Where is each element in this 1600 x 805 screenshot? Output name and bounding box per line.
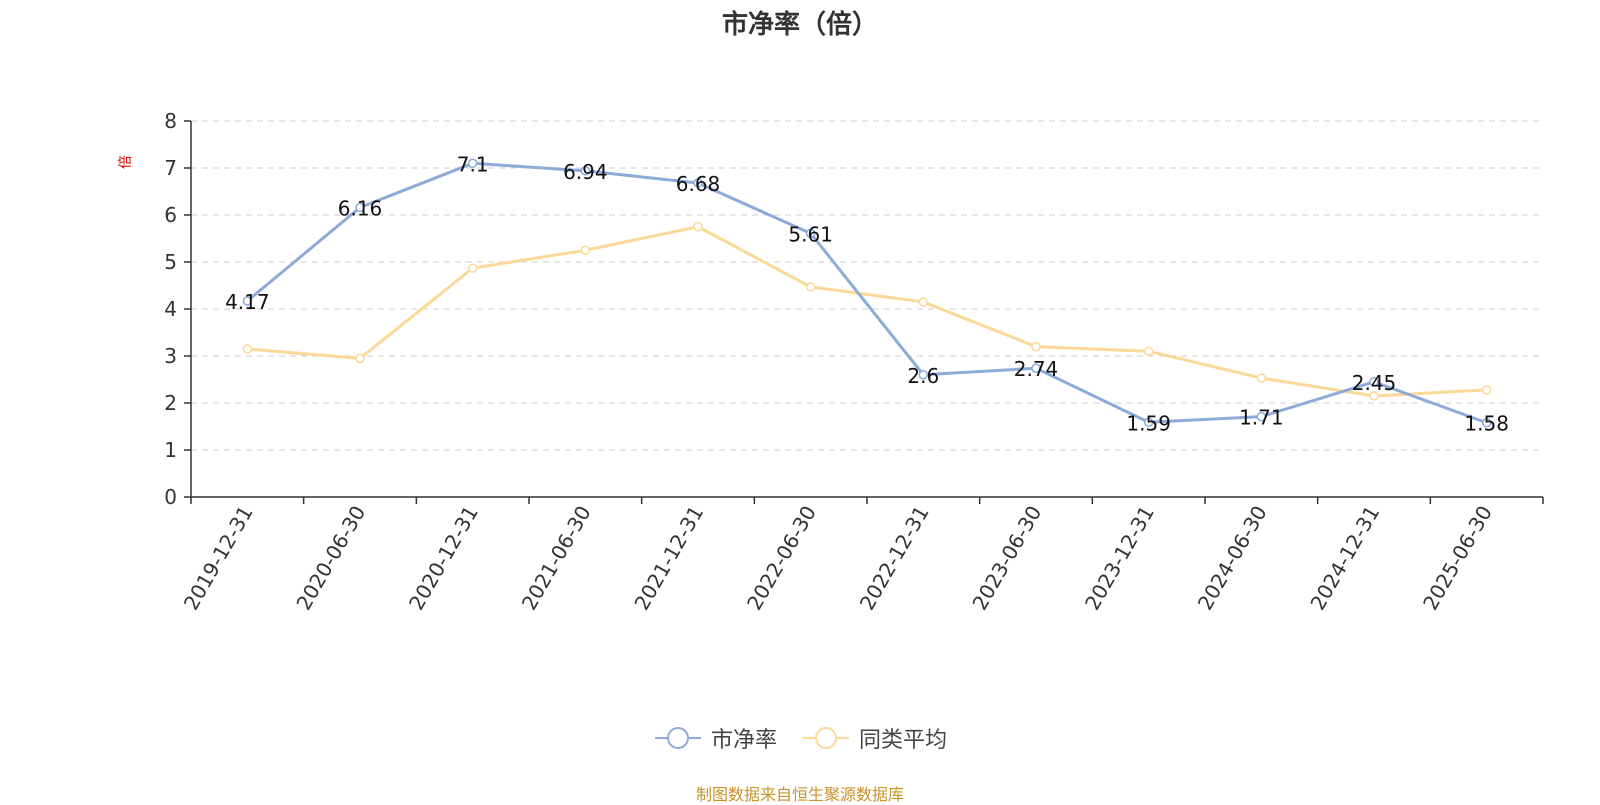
data-point [805, 282, 816, 292]
x-tick-label: 2022-06-30 [742, 502, 821, 615]
y-tick-label: 6 [164, 203, 177, 227]
data-point [1256, 373, 1267, 383]
x-tick-label: 2025-06-30 [1418, 502, 1497, 615]
data-label: 2.45 [1352, 371, 1397, 395]
x-tick-label: 2024-12-31 [1305, 502, 1384, 615]
data-label: 2.6 [907, 364, 939, 388]
legend-label: 同类平均 [859, 728, 948, 753]
data-label: 1.59 [1126, 411, 1171, 435]
data-point [242, 344, 253, 354]
data-point [467, 263, 478, 273]
data-point [1256, 411, 1267, 422]
x-tick-label: 2021-12-31 [629, 502, 708, 615]
x-tick-label: 2023-06-30 [967, 502, 1046, 615]
data-label: 5.61 [788, 222, 833, 246]
x-tick-label: 2019-12-31 [179, 502, 258, 615]
data-labels: 4.17 6.16 7.1 6.94 6.68 5.61 2.6 2.74 1.59 1.71 2.… [225, 152, 1509, 435]
data-label: 2.74 [1014, 357, 1059, 381]
data-label: 6.16 [338, 196, 383, 220]
data-label: 1.71 [1239, 406, 1284, 430]
y-tick-label: 5 [164, 250, 177, 274]
y-tick-label: 4 [164, 297, 177, 321]
data-label: 6.68 [676, 172, 721, 196]
data-point [918, 370, 929, 380]
data-point [1481, 385, 1492, 395]
y-tick-label: 8 [164, 109, 177, 133]
chart-title: 市净率（倍） [721, 10, 878, 40]
data-point [1143, 346, 1154, 357]
series-line [246, 161, 1488, 425]
y-tick-label: 0 [164, 485, 177, 509]
y-tick-label: 7 [164, 156, 177, 180]
legend-item[interactable]: 同类平均 [801, 722, 947, 754]
y-tick-label: 3 [164, 344, 177, 368]
legend-swatch-marker [815, 727, 837, 749]
x-tick-label: 2020-12-31 [404, 501, 483, 614]
data-point [1031, 341, 1041, 352]
series-points [242, 158, 1492, 428]
data-point [355, 202, 365, 213]
data-point [693, 178, 703, 188]
legend-swatch-marker [666, 727, 689, 749]
series-lines [246, 161, 1488, 425]
data-point [242, 296, 253, 306]
legend: 市净率 同类平均 [0, 722, 1600, 754]
y-tick-label: 2 [164, 391, 177, 415]
data-point [580, 245, 591, 255]
legend-label: 市净率 [710, 728, 777, 753]
data-point [1031, 363, 1041, 373]
data-label: 6.94 [563, 160, 608, 184]
x-axis: 2019-12-31 2020-06-30 2020-12-31 2021-06-30… [179, 496, 1544, 615]
x-tick-label: 2021-06-30 [517, 502, 596, 615]
x-tick-label: 2023-12-31 [1080, 502, 1159, 615]
data-point [918, 297, 929, 307]
x-tick-label: 2020-06-30 [291, 502, 370, 615]
data-point [580, 166, 591, 176]
data-point [1481, 417, 1492, 428]
legend-swatch [654, 727, 701, 749]
y-axis-label: 倍 [118, 155, 134, 169]
data-point [1143, 417, 1154, 428]
data-point [1369, 391, 1379, 401]
legend-item[interactable]: 市净率 [653, 722, 777, 754]
x-tick-label: 2022-12-31 [855, 501, 934, 614]
legend-swatch [803, 727, 849, 749]
data-label: 4.17 [225, 290, 270, 314]
source-note: 制图数据来自恒生聚源数据库 [695, 785, 904, 804]
y-tick-label: 1 [164, 438, 177, 462]
grid-lines [191, 120, 1543, 451]
data-point [1369, 377, 1379, 387]
data-label: 7.1 [457, 152, 489, 176]
data-label: 1.58 [1464, 412, 1509, 436]
data-point [805, 228, 816, 239]
x-tick-label: 2024-06-30 [1193, 502, 1272, 615]
data-point [355, 353, 365, 364]
data-point [693, 222, 703, 232]
y-axis: 0 1 2 3 4 5 6 7 8 [164, 109, 192, 509]
series-line [247, 225, 1487, 398]
data-point [467, 158, 478, 169]
